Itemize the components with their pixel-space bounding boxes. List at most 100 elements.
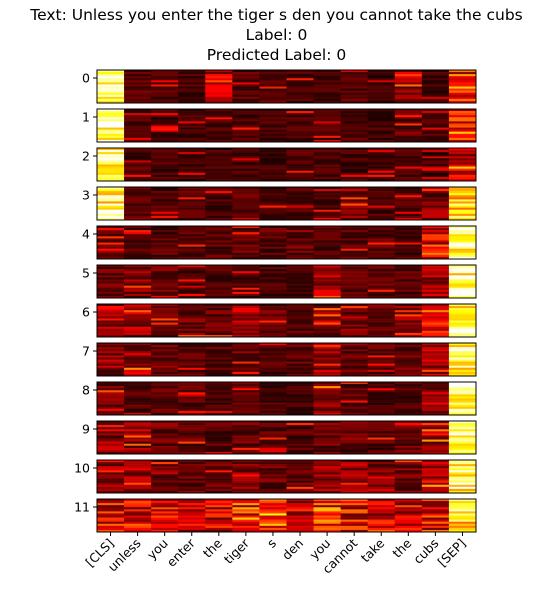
heatmap-cell xyxy=(151,287,179,291)
heatmap-cell xyxy=(394,78,423,81)
heatmap-cell xyxy=(367,476,396,479)
heatmap-cell xyxy=(151,322,179,325)
heatmap-cell xyxy=(124,439,152,442)
heatmap-cell xyxy=(178,269,206,272)
heatmap-cell xyxy=(367,332,396,336)
heatmap-cell xyxy=(178,431,206,434)
heatmap-cell xyxy=(340,295,369,299)
heatmap-cell xyxy=(394,86,423,89)
heatmap-cell xyxy=(313,513,342,516)
heatmap-cell xyxy=(421,156,450,159)
heatmap-cell xyxy=(151,295,179,299)
heatmap-cell xyxy=(313,464,342,467)
heatmap-cell xyxy=(367,361,396,364)
heatmap-cell xyxy=(232,90,260,93)
heatmap-cell xyxy=(313,328,342,332)
heatmap-cell xyxy=(286,191,314,194)
heatmap-cell xyxy=(340,507,369,510)
heatmap-cell xyxy=(151,100,179,104)
heatmap-cell xyxy=(97,100,125,104)
heatmap-cell xyxy=(394,484,423,488)
heatmap-cell xyxy=(340,486,369,490)
heatmap-cell xyxy=(97,150,125,153)
heatmap-cell xyxy=(313,527,342,531)
heatmap-cell xyxy=(232,304,260,307)
heatmap-cell xyxy=(421,398,450,401)
heatmap-cell xyxy=(124,150,152,153)
heatmap-cell xyxy=(178,511,206,514)
heatmap-cell xyxy=(367,396,396,399)
heatmap-cell xyxy=(178,324,206,327)
heatmap-cell xyxy=(97,226,125,229)
heatmap-cell xyxy=(259,158,287,161)
heatmap-cell xyxy=(232,201,260,204)
heatmap-cell xyxy=(97,158,125,161)
heatmap-cell xyxy=(286,523,314,527)
heatmap-cell xyxy=(286,501,314,504)
heatmap-cell xyxy=(232,410,260,414)
heatmap-cell xyxy=(448,435,477,438)
heatmap-cell xyxy=(340,160,369,163)
heatmap-cell xyxy=(421,109,450,112)
heatmap-cell xyxy=(448,213,477,217)
heatmap-cell xyxy=(97,384,125,387)
heatmap-cell xyxy=(340,213,369,217)
x-tick-label-s: s xyxy=(264,536,279,551)
heatmap-cell xyxy=(205,517,233,520)
heatmap-cell xyxy=(124,119,152,122)
heatmap-cell xyxy=(448,113,477,116)
heatmap-cell xyxy=(340,369,369,373)
heatmap-cell xyxy=(421,462,450,465)
heatmap-cell xyxy=(394,123,423,126)
heatmap-cell xyxy=(394,523,423,527)
heatmap-cell xyxy=(259,86,287,89)
heatmap-cell xyxy=(367,464,396,467)
heatmap-cell xyxy=(340,425,369,428)
heatmap-cell xyxy=(151,441,179,444)
heatmap-cell xyxy=(448,291,477,295)
heatmap-cell xyxy=(421,501,450,504)
heatmap-cell xyxy=(313,451,342,455)
heatmap-cell xyxy=(313,384,342,387)
heatmap-cell xyxy=(205,390,233,393)
heatmap-cell xyxy=(178,289,206,293)
heatmap-cell xyxy=(421,164,450,167)
heatmap-cell xyxy=(124,289,152,293)
heatmap-cell xyxy=(367,246,396,249)
heatmap-cell xyxy=(124,484,152,488)
heatmap-cell xyxy=(151,306,179,309)
heatmap-cell xyxy=(151,482,179,486)
heatmap-cell xyxy=(178,529,206,533)
heatmap-cell xyxy=(232,277,260,280)
heatmap-cell xyxy=(178,244,206,247)
heatmap-cell xyxy=(340,326,369,330)
heatmap-cell xyxy=(205,373,233,377)
heatmap-cell xyxy=(367,306,396,309)
heatmap-cell xyxy=(340,252,369,256)
heatmap-cell xyxy=(97,488,125,492)
heatmap-cell xyxy=(205,281,233,284)
heatmap-cell xyxy=(313,250,342,254)
heatmap-cell xyxy=(286,441,314,444)
heatmap-cell xyxy=(394,386,423,389)
heatmap-cell xyxy=(313,88,342,91)
heatmap-cell xyxy=(367,447,396,451)
heatmap-cell xyxy=(232,529,260,533)
heatmap-cell xyxy=(205,156,233,159)
heatmap-cell xyxy=(448,501,477,504)
heatmap-cell xyxy=(205,252,233,256)
heatmap-cell xyxy=(151,507,179,510)
heatmap-panel-frame xyxy=(96,108,477,143)
heatmap-cell xyxy=(259,365,287,369)
heatmap-cell xyxy=(124,460,152,463)
heatmap-cell xyxy=(205,445,233,449)
heatmap-cell xyxy=(367,269,396,272)
heatmap-cell xyxy=(124,425,152,428)
heatmap-cell xyxy=(205,499,233,502)
heatmap-cell xyxy=(178,98,206,102)
heatmap-cell xyxy=(232,357,260,360)
heatmap-cell xyxy=(286,404,314,408)
heatmap-cell xyxy=(367,431,396,434)
heatmap-cell xyxy=(151,408,179,412)
